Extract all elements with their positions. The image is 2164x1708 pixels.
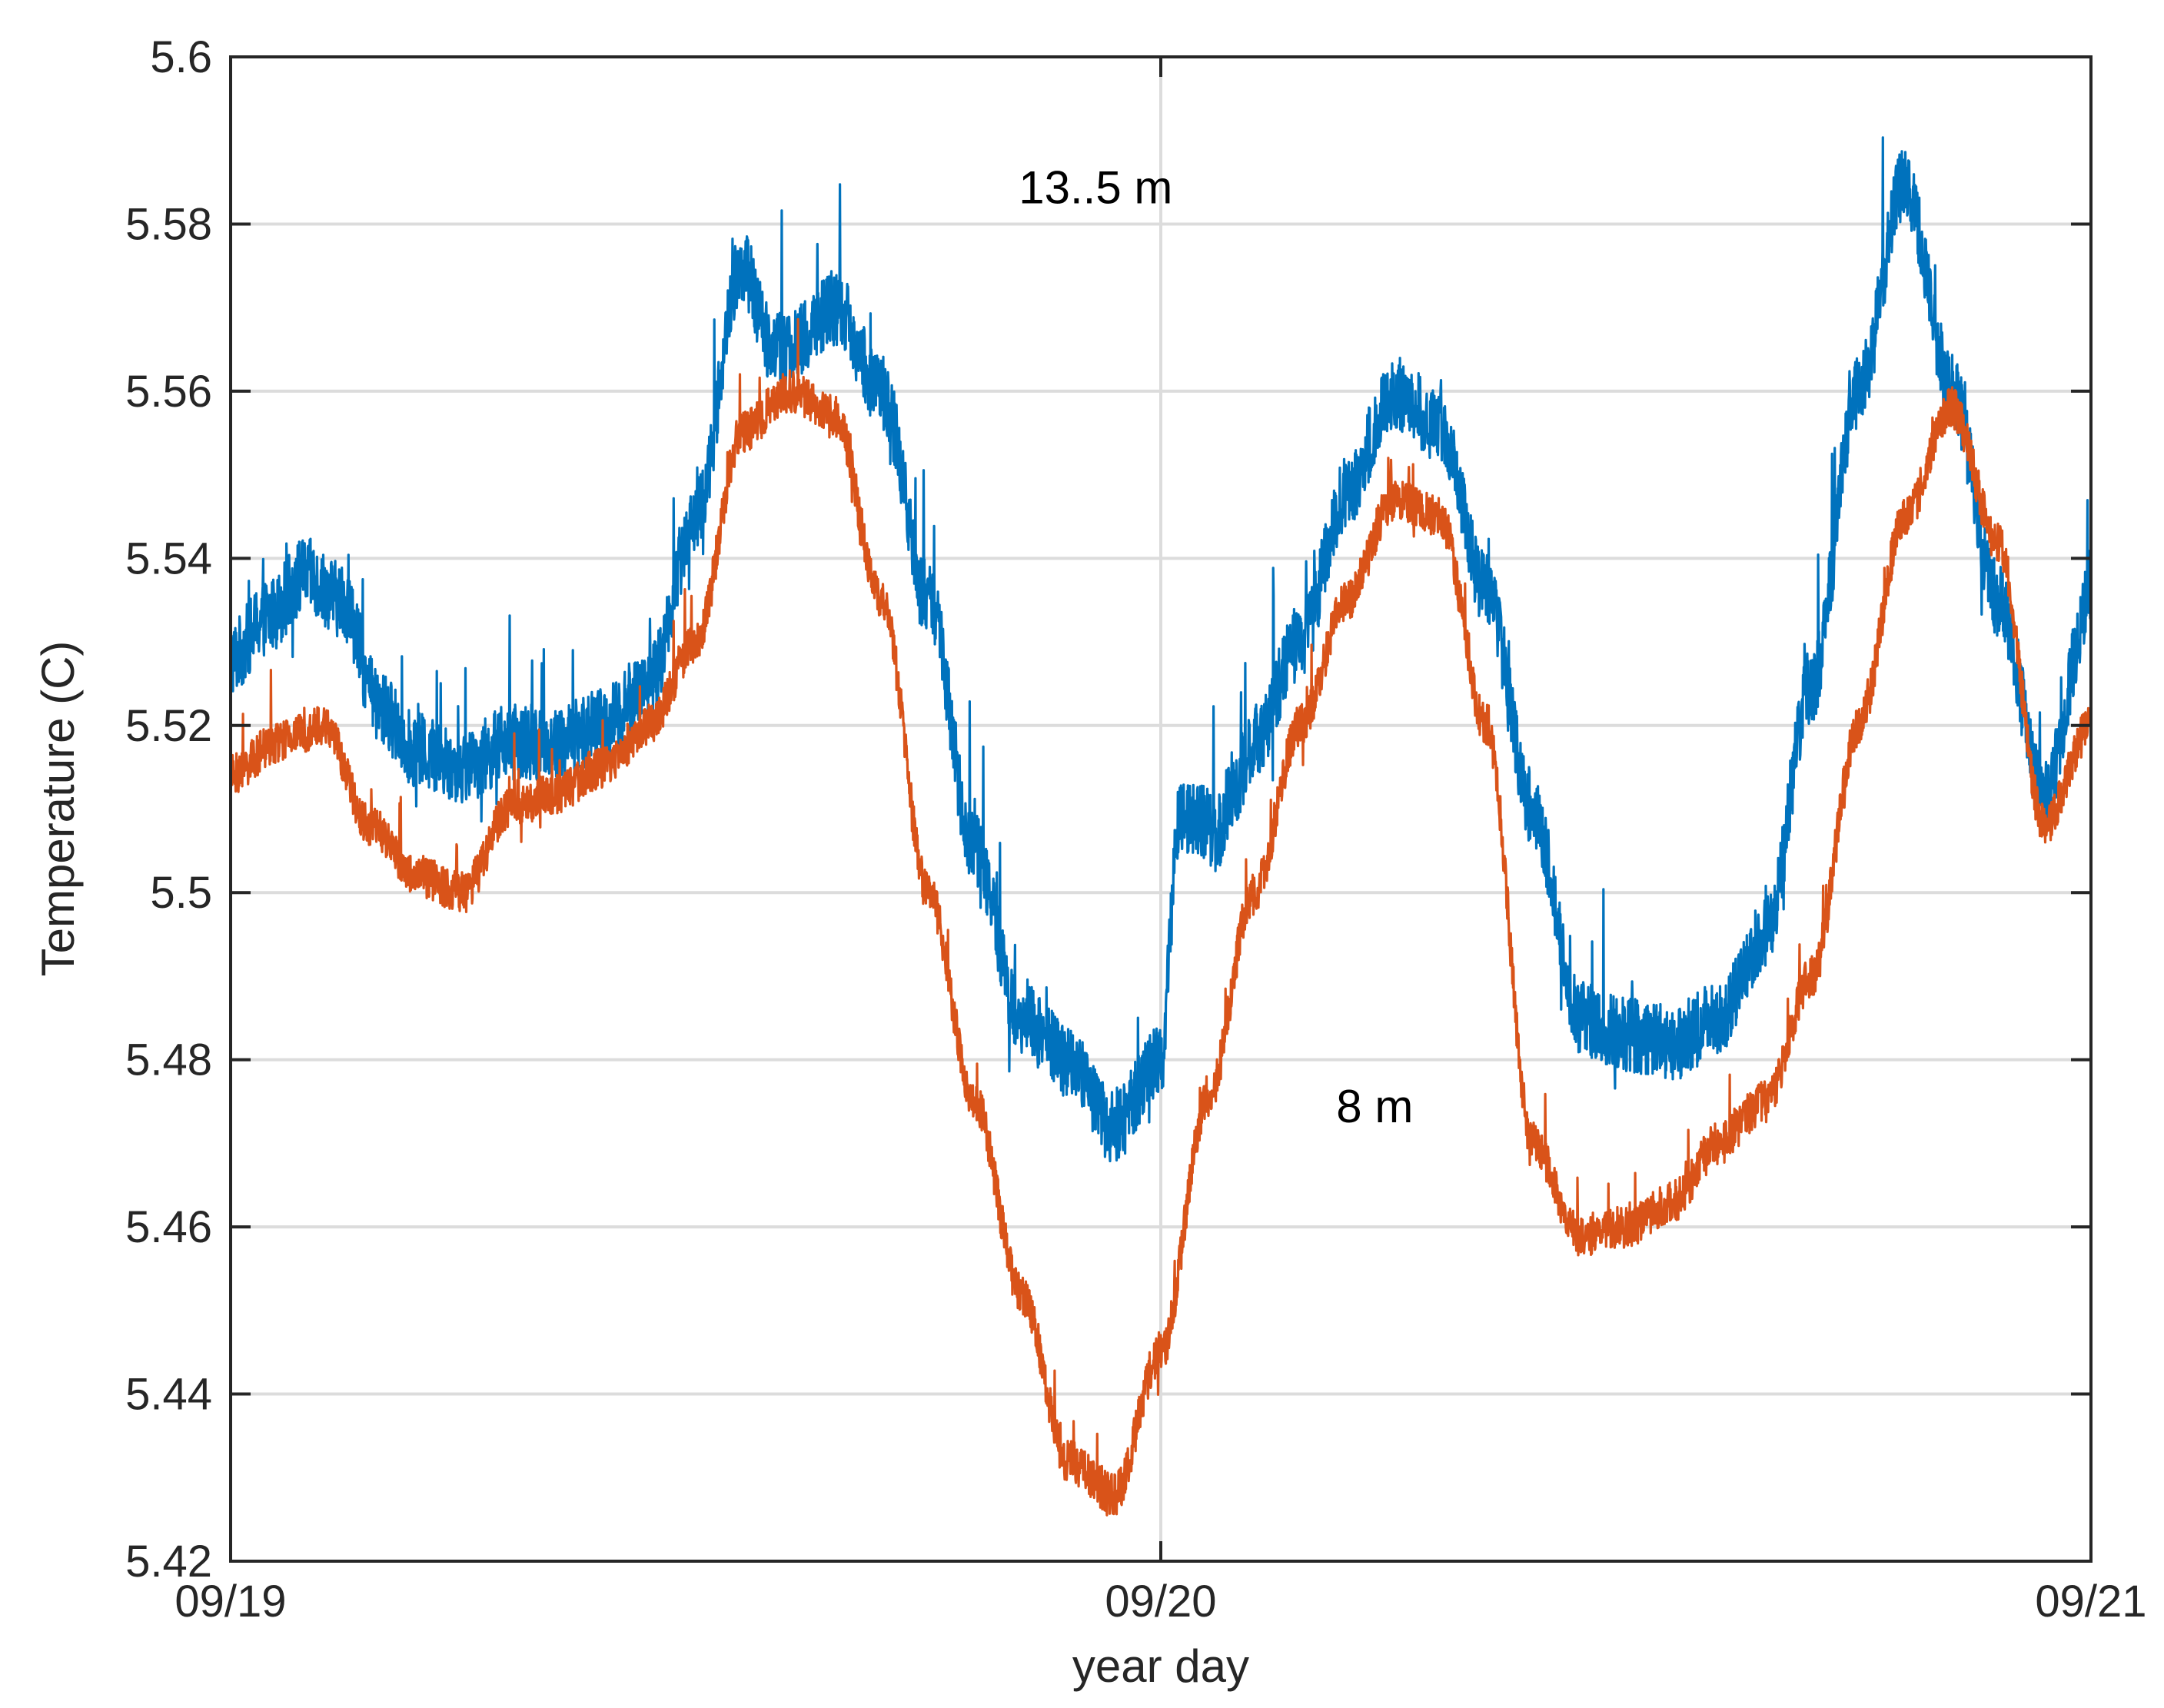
annotation-label: 8 m: [1336, 1081, 1413, 1132]
annotation-label: 13..5 m: [1019, 161, 1172, 213]
y-tick-label: 5.6: [150, 32, 212, 82]
y-tick-label: 5.52: [125, 701, 212, 751]
y-tick-label: 5.58: [125, 199, 212, 249]
tick-marks: [229, 55, 2093, 1563]
annotations: 13..5 m 8 m: [1019, 161, 1413, 1132]
series-layer: [229, 136, 2093, 1517]
series-line-8m: [229, 317, 2093, 1517]
y-tick-label: 5.56: [125, 367, 212, 417]
series-line-13-5m: [229, 136, 2093, 1163]
x-tick-label: 09/20: [1105, 1577, 1216, 1627]
y-tick-label: 5.48: [125, 1035, 212, 1085]
y-tick-label: 5.5: [150, 868, 212, 918]
y-tick-label: 5.54: [125, 533, 212, 583]
x-tick-label: 09/21: [2035, 1577, 2146, 1627]
y-tick-label: 5.42: [125, 1537, 212, 1587]
y-axis-title: Temperature (C): [32, 641, 84, 977]
y-tick-labels: 5.42 5.44 5.46 5.48 5.5 5.52 5.54 5.56 5.58 5.6: [125, 32, 212, 1587]
x-tick-labels: 09/19 09/20 09/21: [175, 1577, 2146, 1627]
y-tick-label: 5.46: [125, 1202, 212, 1252]
y-tick-label: 5.44: [125, 1370, 212, 1420]
x-axis-title: year day: [1072, 1640, 1249, 1692]
x-tick-label: 09/19: [175, 1577, 286, 1627]
